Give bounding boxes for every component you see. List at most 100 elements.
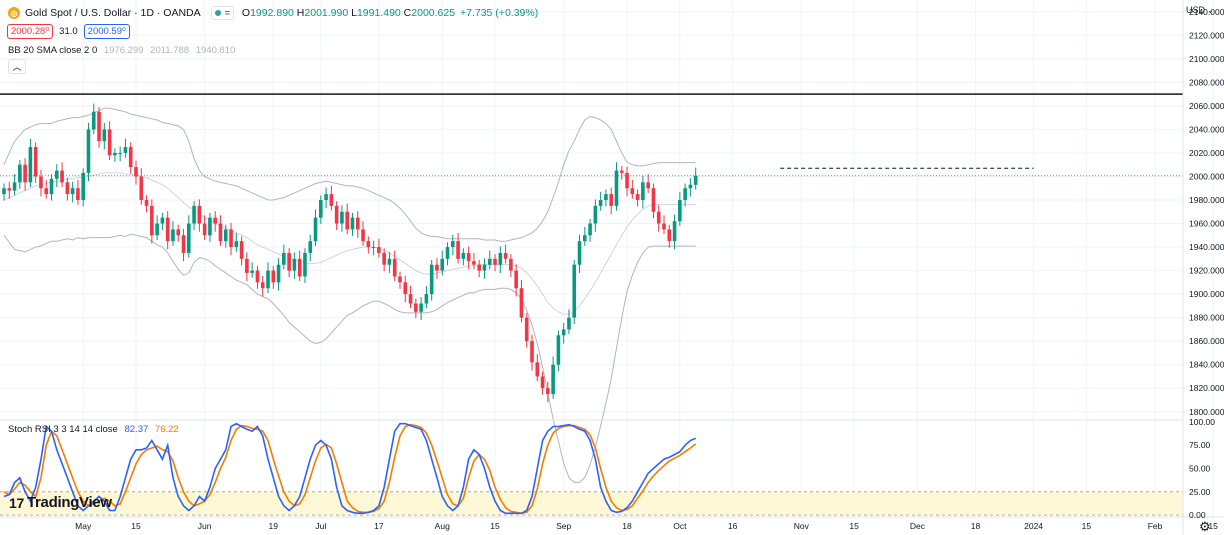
gear-icon[interactable]: ⚙	[1199, 519, 1211, 534]
candle-body	[134, 167, 138, 177]
candle-body	[451, 241, 455, 248]
chevron-down-icon: ⌄	[1207, 5, 1214, 15]
bollinger-bands	[3, 107, 696, 483]
bb-legend-label: BB 20 SMA close 2 0	[8, 45, 98, 56]
rsi-tick-label: 0.00	[1189, 510, 1206, 520]
time-tick-label: 19	[269, 521, 279, 531]
candle-body	[23, 164, 27, 183]
price-tick-label: 2020.000	[1189, 148, 1224, 158]
candle-body	[424, 294, 429, 304]
grid-lines	[0, 0, 1214, 517]
candle-body	[693, 175, 698, 185]
bb-legend[interactable]: BB 20 SMA close 2 0 1976.299 2011.788 19…	[8, 45, 235, 56]
market-status-badge[interactable]: =	[210, 6, 234, 20]
candle-body	[229, 229, 233, 248]
candle-body	[308, 241, 313, 253]
candle-body	[493, 258, 497, 265]
price-tick-label: 1960.000	[1189, 219, 1224, 229]
candle-body	[377, 247, 381, 253]
close-value: 2000.625	[411, 7, 456, 19]
candle-body	[419, 303, 423, 312]
stoch-rsi-legend[interactable]: Stoch RSI 3 3 14 14 close 82.37 76.22	[8, 424, 179, 435]
price-tick-label: 1920.000	[1189, 266, 1224, 276]
candle-body	[324, 194, 328, 200]
candle-body	[561, 329, 566, 336]
candle-body	[588, 223, 592, 236]
rsi-tick-label: 100.00	[1189, 417, 1215, 427]
candle-body	[76, 188, 80, 200]
candle-body	[329, 194, 334, 206]
candle-body	[266, 270, 270, 289]
time-tick-label: 15	[1208, 521, 1218, 531]
candle-body	[567, 317, 571, 330]
candle-body	[39, 176, 43, 189]
candle-body	[355, 217, 360, 230]
candle-body	[160, 217, 165, 224]
collapse-legend-button[interactable]: ︿	[8, 59, 26, 74]
sell-button[interactable]: 2000.28⁰	[7, 24, 54, 39]
chart-header: ◎ Gold Spot / U.S. Dollar · 1D · OANDA =…	[8, 5, 538, 21]
market-open-dot-icon	[214, 10, 221, 16]
candle-body	[662, 223, 666, 230]
time-tick-label: Dec	[910, 521, 926, 531]
spread-value: 31.0	[59, 26, 78, 37]
bb-upper-line	[3, 107, 696, 242]
stoch-rsi-lines	[3, 422, 697, 515]
bb-lower-line	[3, 233, 696, 483]
candle-body	[171, 229, 175, 242]
time-tick-label: 17	[374, 521, 384, 531]
candle-body	[540, 376, 545, 389]
candle-body	[392, 258, 397, 277]
candle-body	[546, 388, 550, 395]
candle-body	[466, 252, 471, 262]
price-tick-label: 1980.000	[1189, 195, 1224, 205]
candle-body	[150, 205, 154, 236]
candle-body	[49, 178, 54, 195]
candle-body	[403, 282, 408, 295]
candle-body	[123, 147, 128, 153]
symbol-title[interactable]: Gold Spot / U.S. Dollar · 1D · OANDA	[25, 7, 201, 19]
stoch-rsi-band	[0, 491, 1183, 516]
price-tick-label: 1840.000	[1189, 360, 1224, 370]
time-tick-label: Jun	[198, 521, 212, 531]
candle-body	[366, 241, 371, 248]
candle-body	[514, 270, 518, 289]
currency-selector[interactable]: USD ⌄	[1186, 5, 1214, 15]
candle-body	[297, 258, 302, 277]
candle-body	[487, 258, 492, 265]
time-tick-label: May	[75, 521, 92, 531]
price-tick-label: 1860.000	[1189, 336, 1224, 346]
candle-body	[477, 264, 481, 271]
candle-body	[683, 188, 687, 200]
price-tick-label: 2000.000	[1189, 171, 1224, 181]
rsi-tick-label: 50.00	[1189, 464, 1211, 474]
bb-basis-line	[3, 172, 696, 315]
candle-body	[519, 288, 524, 318]
candle-body	[128, 147, 133, 168]
candle-body	[12, 182, 17, 191]
candle-body	[472, 261, 476, 265]
candle-body	[44, 188, 49, 195]
candle-body	[609, 194, 613, 206]
candle-body	[81, 172, 85, 200]
time-tick-label: Aug	[435, 521, 450, 531]
price-tick-label: 2040.000	[1189, 124, 1224, 134]
currency-label: USD	[1186, 5, 1206, 15]
tradingview-logo[interactable]: 17 TradingView	[9, 494, 112, 511]
candle-body	[614, 170, 619, 206]
candle-body	[60, 170, 64, 183]
candle-body	[292, 258, 297, 271]
candle-body	[118, 152, 122, 154]
candle-body	[303, 252, 307, 277]
candle-body	[276, 264, 281, 283]
candle-body	[641, 182, 645, 200]
candle-body	[86, 129, 91, 173]
candle-body	[435, 264, 439, 271]
price-tick-label: 2080.000	[1189, 77, 1224, 87]
candle-body	[398, 276, 402, 283]
stoch-k-value: 82.37	[124, 424, 149, 435]
candle-body	[313, 217, 318, 242]
buy-button[interactable]: 2000.59⁰	[83, 24, 130, 39]
candle-body	[651, 188, 656, 212]
